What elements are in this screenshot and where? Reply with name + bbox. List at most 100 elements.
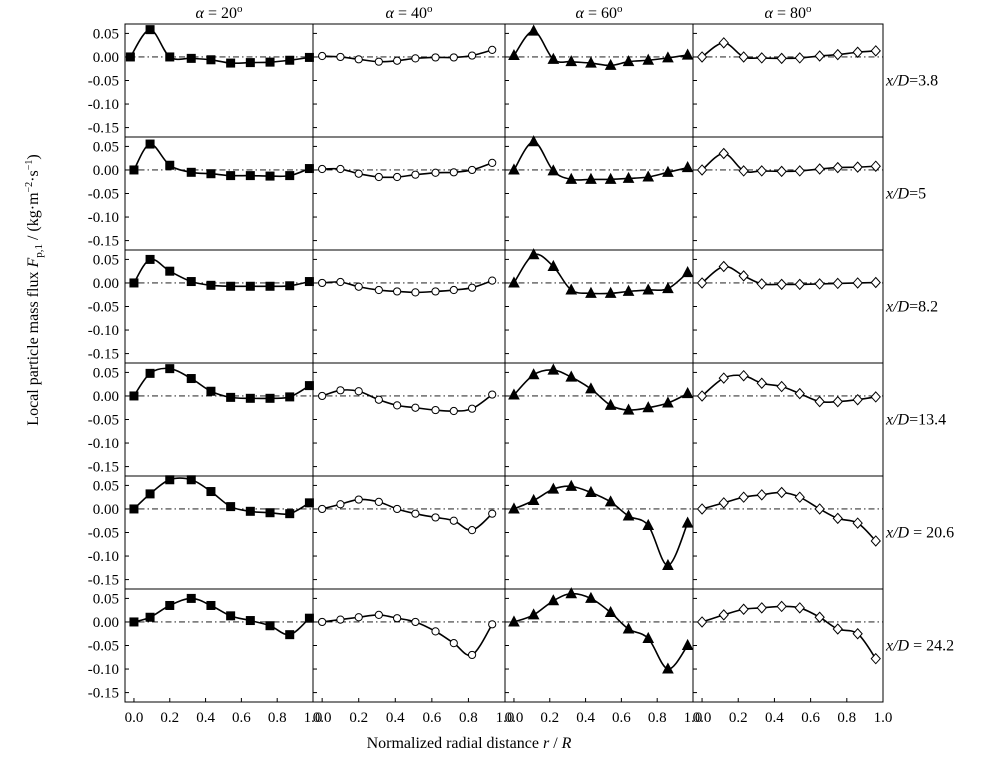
x-tick-label: 0.0 bbox=[125, 710, 144, 726]
data-point bbox=[527, 135, 540, 147]
data-point bbox=[527, 493, 540, 505]
x-tick-label: 0.8 bbox=[837, 710, 856, 726]
panel-r5-c3 bbox=[504, 475, 694, 590]
data-point bbox=[125, 52, 135, 62]
x-tick-label: 0.4 bbox=[576, 710, 595, 726]
data-point bbox=[145, 612, 155, 622]
data-point bbox=[488, 620, 497, 629]
y-tick-label: -0.15 bbox=[88, 234, 119, 250]
data-point bbox=[776, 52, 787, 65]
data-point bbox=[622, 622, 635, 634]
column-label: α = 80o bbox=[765, 3, 812, 22]
data-point bbox=[642, 283, 655, 295]
row-label: x/D=13.4 bbox=[885, 412, 946, 429]
data-point bbox=[776, 600, 787, 613]
data-point bbox=[304, 498, 314, 508]
data-point bbox=[585, 172, 597, 184]
data-point bbox=[186, 374, 196, 384]
data-point bbox=[129, 504, 139, 514]
data-point bbox=[226, 58, 236, 68]
data-point bbox=[756, 377, 767, 389]
data-point bbox=[794, 602, 805, 614]
data-point bbox=[318, 51, 327, 61]
data-point bbox=[285, 630, 295, 640]
series-line bbox=[701, 152, 876, 173]
data-point bbox=[145, 25, 155, 35]
data-point bbox=[336, 277, 345, 287]
series-line bbox=[133, 367, 310, 400]
data-point bbox=[852, 393, 863, 406]
panel-r2-c4 bbox=[692, 136, 884, 251]
data-point bbox=[226, 392, 236, 402]
data-point bbox=[488, 158, 497, 167]
data-point bbox=[145, 254, 155, 264]
data-point bbox=[604, 286, 617, 298]
data-point bbox=[585, 591, 597, 603]
data-point bbox=[206, 600, 216, 610]
data-point bbox=[718, 609, 729, 621]
data-point bbox=[467, 404, 477, 413]
panel-frame bbox=[124, 23, 314, 138]
data-point bbox=[449, 639, 458, 648]
data-point bbox=[870, 276, 881, 289]
data-point bbox=[508, 276, 520, 288]
panel-frame bbox=[312, 136, 506, 251]
series-line bbox=[322, 162, 493, 179]
data-point bbox=[870, 160, 881, 172]
data-point bbox=[354, 495, 363, 504]
data-point bbox=[226, 611, 236, 621]
data-point bbox=[527, 368, 540, 380]
data-point bbox=[794, 491, 805, 503]
data-point bbox=[467, 165, 477, 175]
data-point bbox=[318, 391, 327, 401]
data-point bbox=[718, 37, 729, 49]
row-label: x/D = 20.6 bbox=[885, 525, 954, 542]
series-line bbox=[133, 143, 310, 178]
data-point bbox=[508, 502, 520, 514]
panel-frame bbox=[312, 249, 506, 364]
data-point bbox=[662, 662, 674, 674]
data-point bbox=[393, 287, 402, 296]
data-point bbox=[374, 57, 383, 66]
series-line bbox=[513, 369, 688, 411]
series-line bbox=[322, 49, 493, 63]
data-point bbox=[336, 164, 345, 174]
panel-frame bbox=[312, 362, 506, 477]
data-point bbox=[508, 48, 520, 61]
y-tick-labels: 0.05 0.00 -0.05 -0.10 -0.15 0.05 0.00 -0.05 -0.1… bbox=[88, 26, 119, 701]
data-point bbox=[662, 165, 674, 177]
data-point bbox=[604, 398, 617, 410]
data-point bbox=[393, 172, 402, 182]
data-point bbox=[718, 497, 729, 509]
data-point bbox=[527, 24, 540, 36]
data-point bbox=[870, 652, 881, 665]
data-point bbox=[318, 164, 327, 174]
panel-r3-c2 bbox=[312, 249, 506, 364]
data-point bbox=[756, 602, 767, 614]
x-tick-label: 0.2 bbox=[160, 710, 179, 726]
data-point bbox=[794, 52, 805, 64]
data-point bbox=[681, 266, 694, 278]
y-tick-label: 0.00 bbox=[93, 502, 119, 518]
series-line bbox=[701, 42, 876, 60]
data-point bbox=[642, 53, 655, 65]
data-point bbox=[431, 287, 440, 296]
data-point bbox=[129, 278, 139, 288]
y-tick-label: -0.10 bbox=[88, 323, 119, 339]
panel-r6-c1 bbox=[124, 588, 314, 703]
y-tick-label: 0.05 bbox=[93, 139, 119, 155]
panel-frame bbox=[124, 249, 314, 364]
data-point bbox=[738, 603, 749, 615]
data-point bbox=[285, 281, 295, 291]
data-point bbox=[354, 55, 363, 64]
y-tick-label: 0.05 bbox=[93, 365, 119, 381]
data-point bbox=[832, 512, 843, 525]
data-point bbox=[245, 281, 255, 291]
data-point bbox=[206, 487, 216, 497]
y-tick-label: 0.00 bbox=[93, 276, 119, 292]
data-point bbox=[186, 475, 196, 485]
data-point bbox=[431, 627, 440, 636]
data-point bbox=[852, 46, 863, 58]
data-point bbox=[245, 616, 255, 626]
data-point bbox=[508, 388, 520, 400]
